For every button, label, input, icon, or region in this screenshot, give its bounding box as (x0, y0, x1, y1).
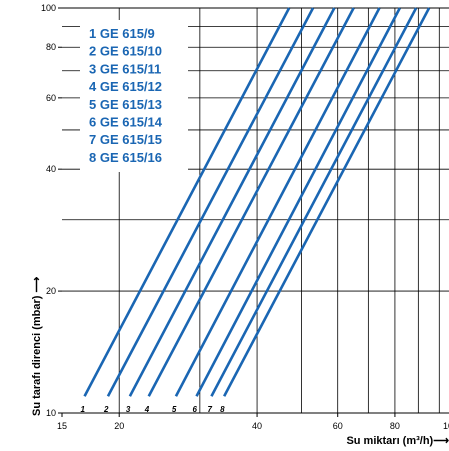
legend-entry: 5 GE 615/13 (89, 97, 162, 112)
series-number-label: 5 (172, 405, 177, 414)
x-axis-label: Su miktarı (m³/h)⟶ (346, 435, 449, 447)
legend: 1 GE 615/9 2 GE 615/10 3 GE 615/11 4 GE 615… (80, 20, 188, 172)
y-tick-label: 20 (46, 286, 56, 296)
y-tick-label: 60 (46, 93, 56, 103)
series-number-label: 1 (81, 405, 86, 414)
series-line (147, 7, 355, 397)
legend-entry: 8 GE 615/16 (89, 150, 162, 165)
tick-labels: 1020406080100152040608010 (41, 3, 449, 431)
x-tick-label: 80 (390, 421, 400, 431)
y-tick-label: 100 (41, 3, 56, 13)
x-tick-label: 10 (443, 421, 449, 431)
legend-background (80, 20, 188, 172)
series-number-label: 2 (103, 405, 109, 414)
y-axis-label: Su tarafı direnci (mbar) ⟶ (31, 277, 43, 416)
legend-entry: 6 GE 615/14 (89, 115, 163, 130)
series-number-label: 3 (126, 405, 131, 414)
y-tick-label: 40 (46, 164, 56, 174)
x-tick-label: 20 (114, 421, 124, 431)
y-tick-label: 10 (46, 408, 56, 418)
legend-entry: 4 GE 615/12 (89, 79, 162, 94)
series-line (210, 7, 418, 397)
series-number-label: 4 (144, 405, 150, 414)
series-line (174, 7, 381, 397)
legend-entry: 3 GE 615/11 (89, 61, 161, 76)
series-number-label: 6 (193, 405, 198, 414)
x-tick-label: 60 (333, 421, 343, 431)
legend-entry: 1 GE 615/9 (89, 26, 155, 41)
legend-entry: 7 GE 615/15 (89, 132, 162, 147)
series-line (106, 7, 315, 397)
series-number-label: 8 (220, 405, 225, 414)
legend-entry: 2 GE 615/10 (89, 44, 162, 59)
series-line (83, 7, 291, 397)
x-tick-label: 40 (252, 421, 262, 431)
x-tick-label: 15 (57, 421, 67, 431)
y-tick-label: 80 (46, 42, 56, 52)
series-number-label: 7 (207, 405, 212, 414)
series-line (128, 7, 336, 397)
series-line (195, 7, 401, 397)
series-line (223, 7, 431, 397)
